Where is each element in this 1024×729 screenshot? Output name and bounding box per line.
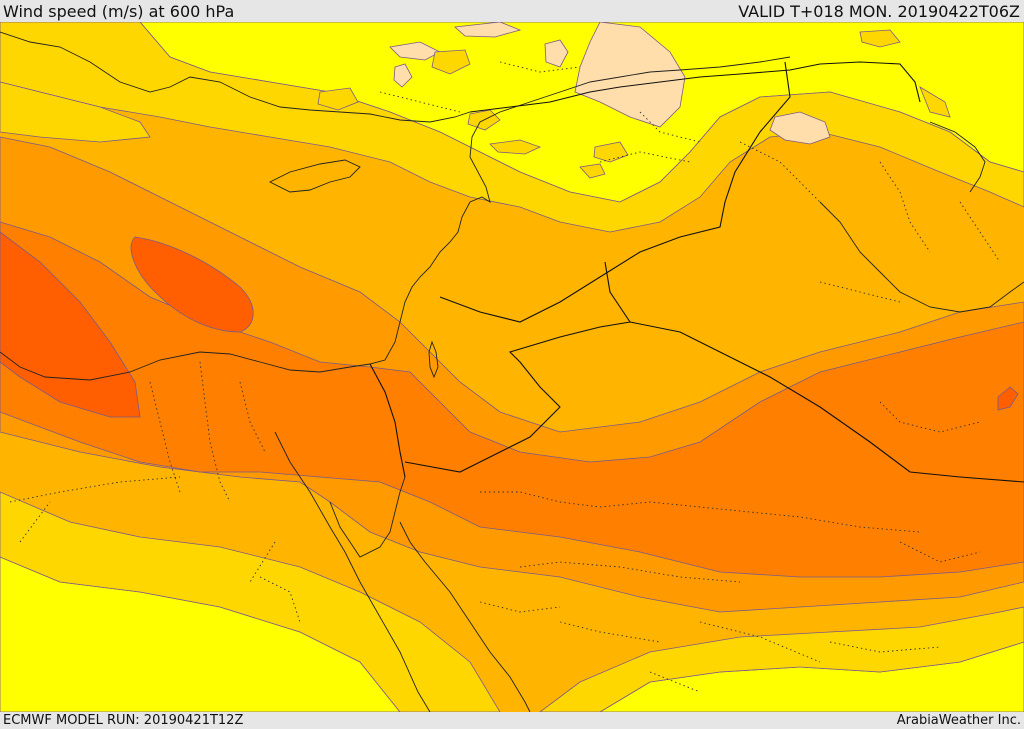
wind-speed-map [0, 22, 1024, 712]
coastline-red-sea-west [274, 431, 431, 712]
band-dark-orange [0, 221, 1024, 578]
admin-boundaries-saudi [479, 491, 981, 693]
map-header: Wind speed (m/s) at 600 hPa VALID T+018 … [0, 0, 1024, 22]
band-gold-bottom [0, 491, 501, 712]
coastline-caspian [929, 121, 986, 193]
admin-boundaries-iraq-iran [379, 61, 1001, 433]
coastline-cyprus [268, 159, 361, 193]
valid-time: VALID T+018 MON. 20190422T06Z [738, 1, 1020, 21]
coastline-red-sea-east [399, 521, 531, 712]
coastline-gulf-suez [329, 476, 406, 558]
map-svg [0, 22, 1024, 712]
coastline-persian-gulf [819, 201, 1024, 313]
admin-boundaries-egypt [9, 361, 301, 623]
border-egypt-israel [369, 363, 406, 478]
band-gold-left [0, 81, 151, 143]
border-jordan-saudi [404, 261, 631, 473]
band-red-orange-spot-east [997, 386, 1019, 411]
border-iraq-saudi [629, 321, 1024, 483]
band-gold-bottom-right [539, 606, 1024, 712]
map-title: Wind speed (m/s) at 600 hPa [3, 1, 235, 21]
border-jordan [439, 61, 791, 323]
model-run: ECMWF MODEL RUN: 20190421T12Z [3, 713, 244, 728]
coastline-dead-sea [428, 340, 439, 379]
calm-patches [389, 22, 831, 145]
coastline-levant-egypt [0, 56, 791, 381]
credit: ArabiaWeather Inc. [896, 713, 1021, 728]
band-red-orange-core-west [0, 231, 141, 418]
map-footer: ECMWF MODEL RUN: 20190421T12Z ArabiaWeat… [0, 712, 1024, 729]
band-red-orange-core-central [130, 236, 254, 333]
border-syria-turkey [469, 61, 921, 113]
coastline-turkey-south [0, 31, 471, 123]
